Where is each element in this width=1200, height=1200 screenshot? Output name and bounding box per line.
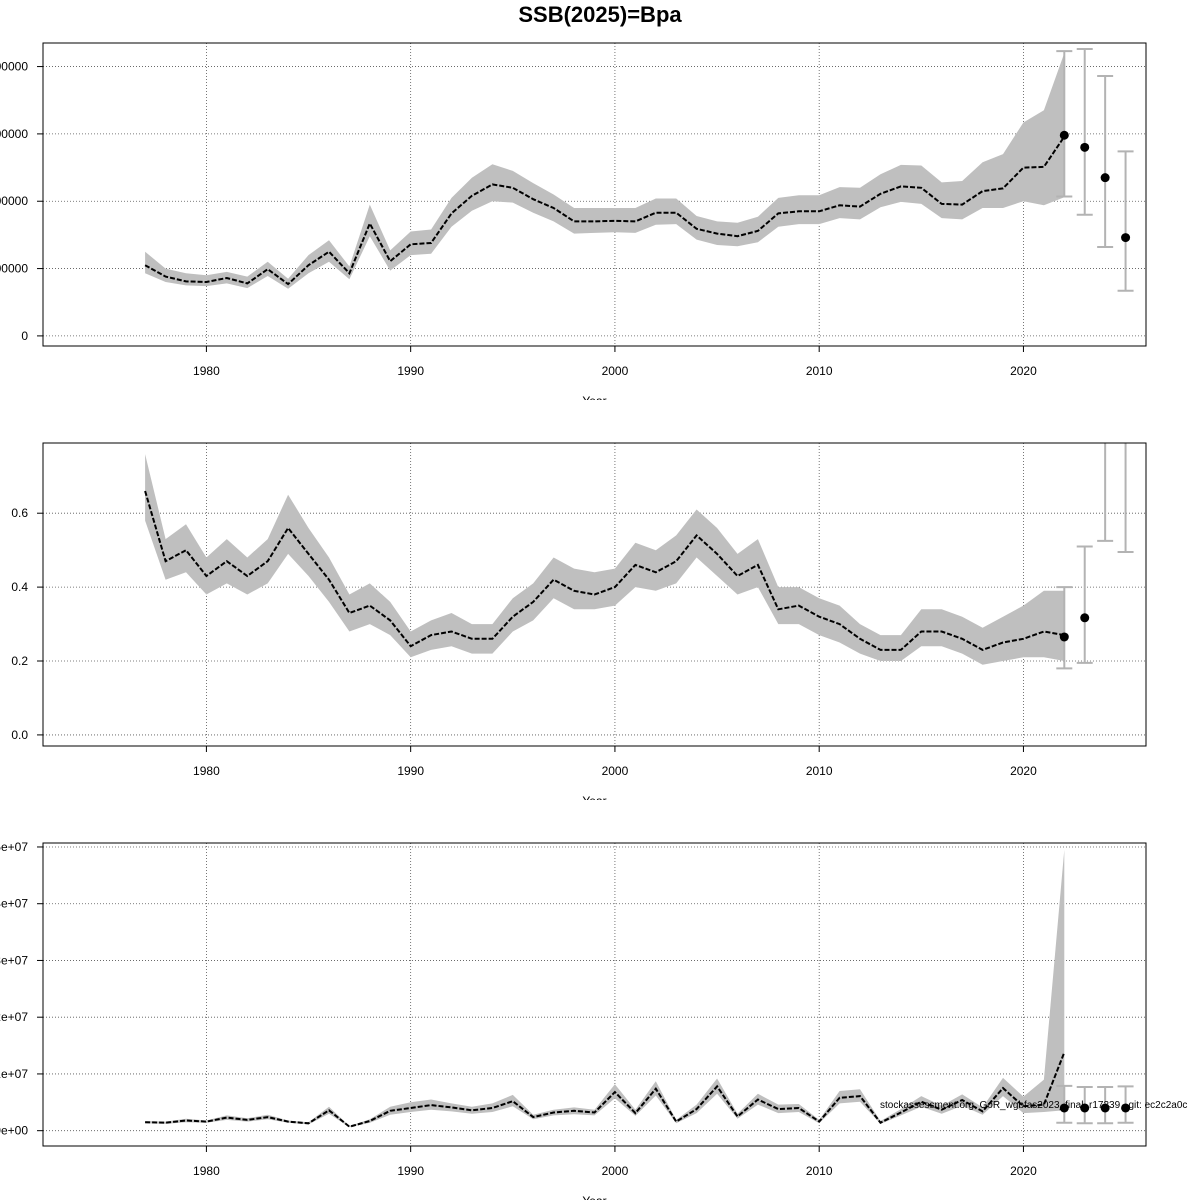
x-tick-label: 2000	[602, 764, 629, 778]
y-tick-label: 0.0	[11, 728, 28, 742]
forecast-point	[1059, 632, 1069, 642]
x-tick-label: 2000	[602, 1164, 629, 1178]
forecast-point	[1080, 142, 1090, 152]
y-tick-label: 5e+07	[0, 840, 28, 854]
confidence-band	[145, 53, 1065, 289]
x-tick-label: 1990	[397, 1164, 424, 1178]
x-tick-label: 2010	[806, 764, 833, 778]
x-tick-label: 2020	[1010, 1164, 1037, 1178]
x-tick-label: 2010	[806, 364, 833, 378]
y-tick-label: 100000	[0, 262, 28, 276]
estimate-line	[144, 490, 1065, 651]
x-tick-label: 1980	[193, 1164, 220, 1178]
y-tick-label: 0.6	[11, 506, 28, 520]
chart-title: SSB(2025)=Bpa	[518, 2, 682, 27]
y-tick-label: 3e+07	[0, 953, 28, 967]
estimate-line	[145, 1052, 1066, 1128]
forecast-point	[1059, 1103, 1069, 1113]
axis-title-cutoff	[43, 400, 1146, 412]
panel-3: 1980 1990 2000 2010 2020 0e+00 1e+07 2e+07 3e+07…	[0, 840, 1147, 1200]
y-tick-label: 0.4	[11, 580, 28, 594]
forecast-point	[1080, 1103, 1090, 1113]
forecast-point	[1100, 1103, 1110, 1113]
y-tick-label: 0e+00	[0, 1124, 28, 1138]
x-tick-label: 2020	[1010, 764, 1037, 778]
forecast-point	[1121, 233, 1131, 243]
x-tick-label: 1990	[397, 364, 424, 378]
forecast-point	[1059, 130, 1069, 140]
confidence-band	[145, 454, 1065, 665]
y-tick-label: 0.2	[11, 654, 28, 668]
x-tick-label: 1980	[193, 764, 220, 778]
x-tick-label: 2020	[1010, 364, 1037, 378]
forecast-point	[1080, 613, 1090, 623]
y-tick-label: 400000	[0, 60, 28, 74]
y-tick-label: 300000	[0, 127, 28, 141]
x-tick-label: 1990	[397, 764, 424, 778]
confidence-band	[145, 849, 1065, 1128]
plot-area	[144, 443, 1134, 670]
plot-frame	[42, 42, 1147, 347]
x-tick-label: 2000	[602, 364, 629, 378]
x-tick-label: 1980	[193, 364, 220, 378]
x-axis-title: Year	[582, 1194, 606, 1200]
forecast-point	[1100, 173, 1110, 183]
plot-frame	[42, 442, 1147, 747]
axis-title-cutoff	[43, 800, 1146, 812]
y-tick-label: 4e+07	[0, 897, 28, 911]
plot-frame	[42, 842, 1147, 1147]
estimate-line	[144, 136, 1066, 286]
plot-area	[145, 849, 1134, 1128]
credit-text: stockassessment.org, GoR_wgbfas2023_fina…	[880, 1100, 1187, 1111]
y-tick-label: 1e+07	[0, 1067, 28, 1081]
forecast-point	[1121, 1103, 1131, 1113]
x-tick-label: 2010	[806, 1164, 833, 1178]
y-tick-label: 2e+07	[0, 1010, 28, 1024]
y-tick-label: 0	[21, 329, 28, 343]
plot-area	[144, 48, 1134, 292]
